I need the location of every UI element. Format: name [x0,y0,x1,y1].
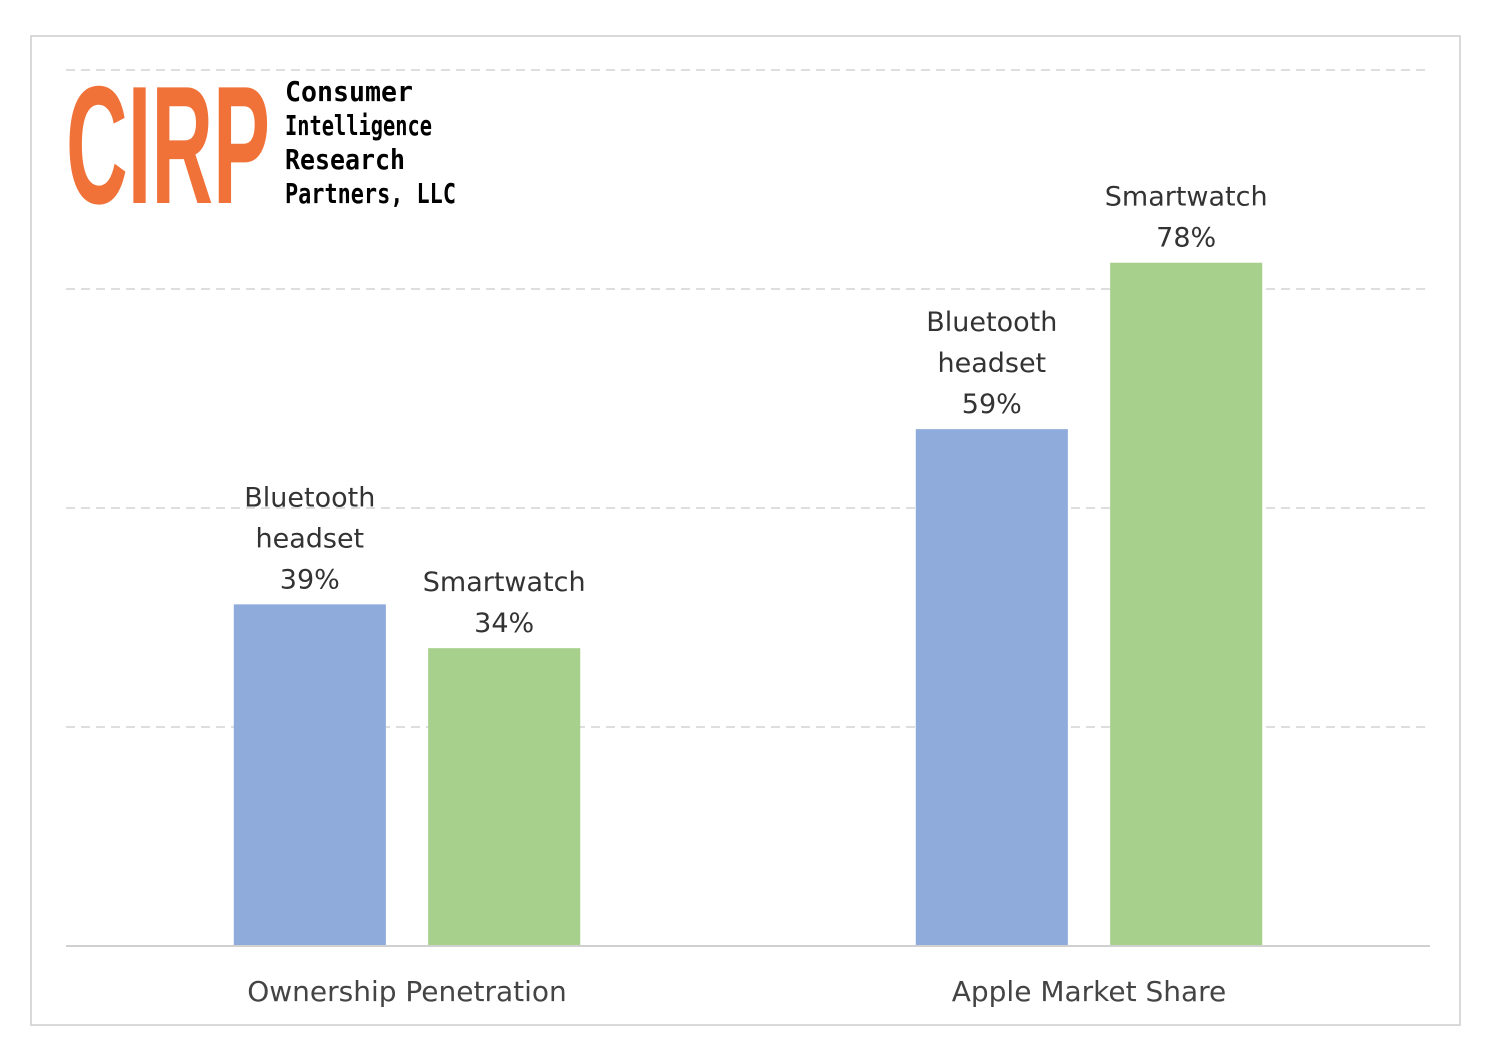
data-label-1-1-line-1: Bluetooth [244,482,375,513]
logo-line-4: Partners, LLC [285,177,456,210]
logo-line-1: Consumer [285,75,413,108]
cirp-logo-mark: CIRP [66,51,270,239]
bar-smartwatch-2 [1110,262,1263,947]
bar-chart: CIRP Consumer Intelligence Research Part… [66,51,1430,1008]
logo-line-3: Research [285,143,405,176]
data-label-1-2-line-3: 59% [962,389,1022,420]
bar-bluetooth-headset-2 [915,429,1068,946]
category-labels: Ownership Penetration Apple Market Share [247,975,1226,1008]
data-label-2-1-line-2: 34% [474,608,534,639]
category-label-1: Ownership Penetration [247,975,567,1008]
chart-frame: CIRP Consumer Intelligence Research Part… [30,35,1461,1026]
category-label-2: Apple Market Share [952,975,1227,1008]
data-label-1-1-line-2: headset [255,523,364,554]
data-label-1-1-line-3: 39% [280,564,340,595]
logo-line-2: Intelligence [285,109,432,142]
cirp-logo: CIRP Consumer Intelligence Research Part… [66,51,456,239]
bars [233,262,1263,947]
data-label-1-2-line-1: Bluetooth [926,307,1057,338]
data-label-2-2-line-1: Smartwatch [1105,182,1268,213]
bar-bluetooth-headset-1 [233,604,386,946]
data-label-1-2-line-2: headset [937,348,1046,379]
data-label-2-2-line-2: 78% [1156,223,1216,254]
data-labels: Bluetooth headset 39% Smartwatch 34% Bluetoot… [244,182,1267,639]
bar-smartwatch-1 [428,648,581,946]
data-label-2-1-line-1: Smartwatch [423,567,586,598]
